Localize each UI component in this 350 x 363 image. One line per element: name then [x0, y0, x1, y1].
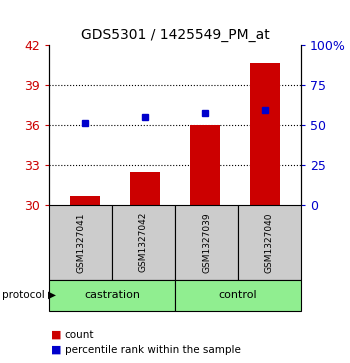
Text: protocol ▶: protocol ▶ [2, 290, 56, 301]
Text: control: control [219, 290, 257, 301]
Bar [190, 125, 220, 205]
Bar [70, 196, 100, 205]
Text: GSM1327041: GSM1327041 [76, 212, 85, 273]
Text: ■: ■ [51, 344, 61, 355]
Bar [250, 63, 280, 205]
Text: ■: ■ [51, 330, 61, 340]
Text: GSM1327039: GSM1327039 [202, 212, 211, 273]
Bar [130, 172, 160, 205]
Text: percentile rank within the sample: percentile rank within the sample [65, 344, 241, 355]
Text: count: count [65, 330, 94, 340]
Text: GSM1327040: GSM1327040 [265, 212, 274, 273]
Text: GSM1327042: GSM1327042 [139, 212, 148, 273]
Title: GDS5301 / 1425549_PM_at: GDS5301 / 1425549_PM_at [80, 28, 270, 42]
Text: castration: castration [84, 290, 140, 301]
